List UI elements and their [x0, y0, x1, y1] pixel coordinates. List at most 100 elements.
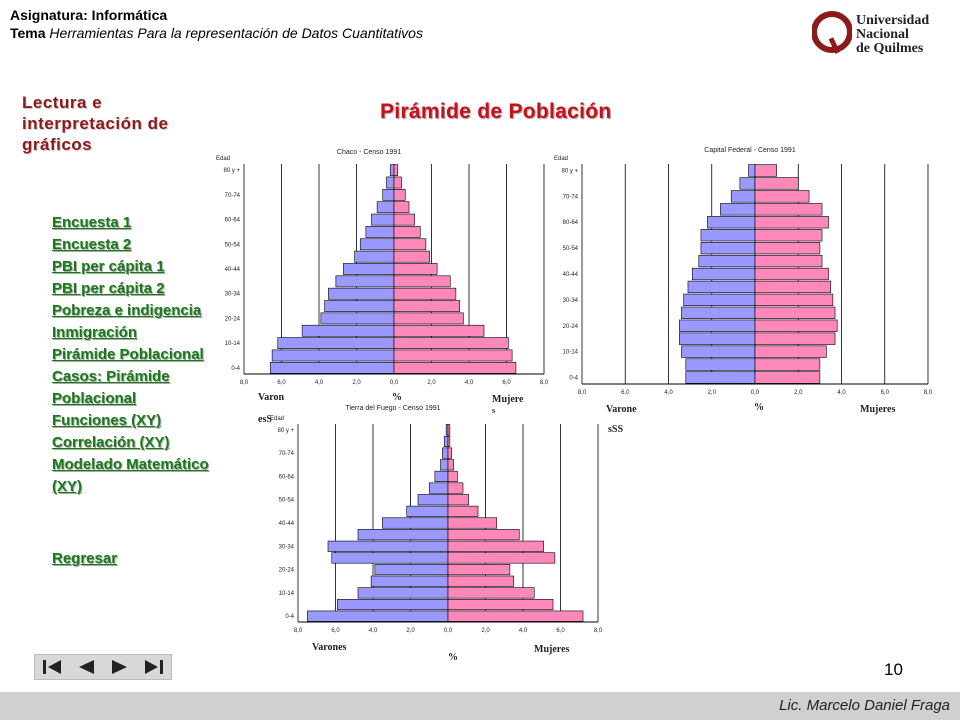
chart-2-bar-male [370, 575, 449, 587]
nav-link-pbi-2[interactable]: PBI per cápita 2 [52, 280, 165, 297]
nav-links: Encuesta 1 Encuesta 2 PBI per cápita 1 P… [52, 212, 212, 570]
main-title: Pirámide de Población [380, 100, 612, 123]
chart-1-bar-male [683, 293, 756, 307]
chart-0-bar-female [393, 337, 509, 349]
chart-1-bar-male [707, 216, 756, 229]
chart-2-bar-male [337, 598, 449, 611]
chart-1-bar-male [681, 345, 756, 358]
chart-1-bar-female [754, 345, 827, 358]
nav-link-encuesta-1[interactable]: Encuesta 1 [52, 214, 132, 231]
chart-1-tick-label: 0,0 [751, 390, 760, 396]
chart-0-bar-female [393, 176, 402, 189]
nav-link-piramide[interactable]: Pirámide Poblacional [52, 346, 204, 363]
section-title: Lectura e interpretación de gráficos [22, 93, 169, 154]
nav-link-pobreza[interactable]: Pobreza e indigencia [52, 302, 202, 319]
chart-0-bar-female [393, 361, 517, 374]
subject-label: Asignatura: Informática [10, 7, 168, 23]
chart-0-category-label: 30-34 [225, 292, 241, 298]
chart-1-title: Capital Federal - Censo 1991 [704, 147, 796, 154]
chart-0-bar-female [393, 250, 430, 263]
chart-2-category-label: 20-24 [279, 568, 295, 574]
chart-0-bar-male [359, 238, 395, 251]
chart-1-category-label: 70-74 [563, 194, 579, 200]
chart-0-bar-female [393, 201, 410, 214]
chart-1-category-label: 60-64 [563, 220, 579, 226]
back-link[interactable]: Regresar [52, 550, 118, 567]
chart-1-bar-male [720, 203, 756, 216]
nav-link-correlacion[interactable]: Correlación (XY) [52, 434, 170, 451]
chart-0-bar-female [393, 312, 464, 325]
chart-1-bar-male [679, 332, 756, 345]
slide-navigation-controls [34, 654, 172, 680]
chart-tdf-right-label: Mujeres [534, 644, 570, 655]
chart-1-bar-female [754, 164, 777, 177]
chart-2-tick-label: 4,0 [369, 628, 378, 634]
nav-link-modelado[interactable]: Modelado Matemático (XY) [52, 456, 209, 495]
chart-1-category-label: 0-4 [569, 376, 578, 382]
chart-2-bar-female [447, 447, 453, 459]
topic-text: Herramientas Para la representación de D… [45, 25, 423, 41]
chart-2-bar-male [307, 610, 449, 622]
chart-0-title: Chaco - Censo 1991 [337, 149, 401, 156]
chart-0-bar-male [277, 337, 395, 349]
chart-2-category-label: 30-34 [279, 544, 295, 550]
chart-chaco-center-label: % [392, 392, 402, 403]
chart-1-tick-label: 6,0 [881, 390, 890, 396]
logo-line-2: Nacional [856, 27, 909, 42]
chart-1-bar-female [754, 306, 836, 319]
chart-1-bar-female [754, 319, 838, 332]
chart-capital-right-label: Mujeres [860, 404, 896, 415]
chart-2-bar-male [327, 540, 449, 552]
chart-1-y-axis-title: Edad [554, 156, 568, 162]
chart-0-category-label: 80 y + [223, 168, 240, 174]
chart-2-bar-female [447, 540, 544, 552]
chart-0-tick-label: 6,0 [502, 380, 511, 386]
chart-0-bar-male [354, 250, 395, 263]
chart-1-category-label: 30-34 [563, 298, 579, 304]
nav-link-encuesta-2[interactable]: Encuesta 2 [52, 236, 132, 253]
prev-icon [79, 660, 94, 674]
chart-1-bar-male [679, 319, 756, 332]
chart-1-bar-female [754, 229, 823, 242]
chart-1-bar-female [754, 280, 831, 294]
chart-1-bar-male [748, 164, 756, 177]
chart-capital-svg: Capital Federal - Censo 1991 Edad 0-4 10-14… [554, 147, 933, 396]
chart-0-bar-female [393, 189, 406, 201]
nav-link-pbi-1[interactable]: PBI per cápita 1 [52, 258, 165, 275]
chart-2-bar-male [417, 494, 449, 506]
chart-2-tick-label: 4,0 [519, 628, 528, 634]
next-slide-button[interactable] [103, 655, 137, 679]
chart-capital-left-label: Varone [606, 404, 637, 415]
chart-1-tick-label: 2,0 [794, 390, 803, 396]
chart-0-bar-male [320, 312, 395, 325]
chart-0-bar-male [269, 361, 395, 374]
chart-0-bar-male [371, 213, 395, 226]
chart-1-tick-label: 2,0 [708, 390, 717, 396]
quilmes-logo-icon [811, 11, 853, 54]
first-icon [43, 660, 61, 674]
slide-header: Asignatura: Informática Tema Herramienta… [10, 6, 423, 42]
chart-2-y-axis-title: Edad [270, 416, 284, 422]
nav-link-casos-piramide[interactable]: Casos: Pirámide Poblacional [52, 368, 170, 407]
last-slide-button[interactable] [137, 655, 171, 679]
chart-1-bar-male [681, 306, 756, 319]
chart-1-tick-label: 8,0 [578, 390, 587, 396]
chart-0-tick-label: 6,0 [277, 380, 286, 386]
chart-2-bar-female [447, 598, 554, 611]
chart-2-bar-male [374, 564, 449, 576]
nav-link-funciones[interactable]: Funciones (XY) [52, 412, 162, 429]
chart-2-bar-male [357, 587, 449, 599]
first-slide-button[interactable] [35, 655, 69, 679]
chart-1-category-label: 50-54 [563, 246, 579, 252]
chart-0-bar-female [393, 164, 399, 177]
chart-0-bar-female [393, 213, 415, 226]
chart-2-bar-female [447, 529, 520, 541]
chart-2-title: Tierra del Fuego - Censo 1991 [345, 405, 440, 412]
chart-2-category-label: 80 y + [277, 428, 294, 434]
chart-0-bar-female [393, 275, 451, 288]
chart-0-category-label: 60-64 [225, 218, 241, 224]
previous-slide-button[interactable] [69, 655, 103, 679]
logo-line-1: Universidad [856, 13, 930, 28]
chart-1-bar-male [700, 229, 756, 242]
nav-link-inmigracion[interactable]: Inmigración [52, 324, 138, 341]
